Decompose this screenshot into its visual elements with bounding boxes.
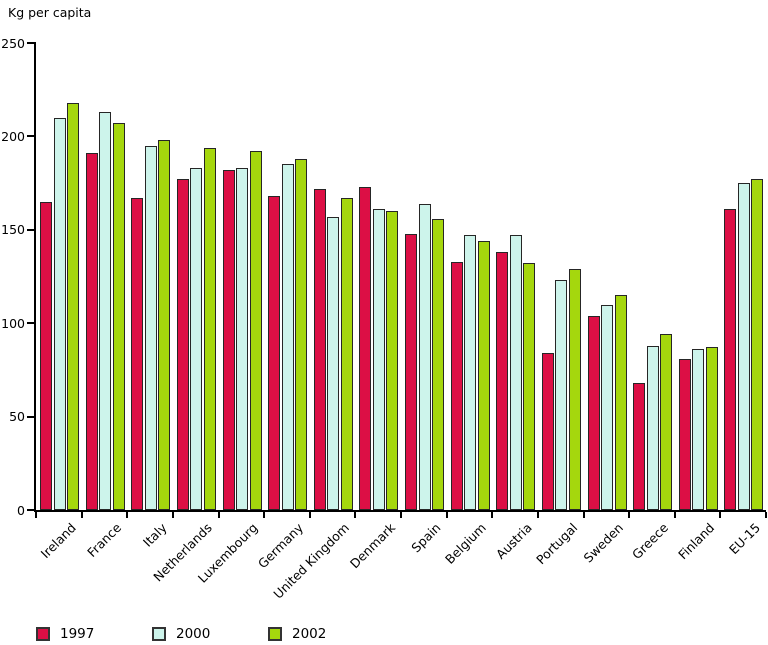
bar-1997 [541, 353, 554, 510]
bar-2000 [555, 280, 568, 510]
bar-2002 [432, 218, 444, 510]
bar-1997 [222, 170, 235, 510]
bar-2000 [327, 216, 340, 510]
legend-item-2000: 2000 [152, 626, 268, 642]
y-tick [27, 322, 34, 325]
bar-2000 [418, 203, 431, 510]
bar-2002 [751, 179, 764, 510]
x-tick [35, 512, 37, 518]
x-axis [34, 510, 766, 512]
bar-2002 [203, 147, 216, 510]
y-axis-title: Kg per capita [8, 5, 92, 20]
x-tick [354, 512, 357, 518]
bar-2002 [660, 334, 673, 510]
bar-1997 [678, 358, 691, 510]
y-tick-label: 50 [9, 409, 25, 425]
bar-2000 [646, 345, 659, 510]
y-tick-label: 200 [1, 128, 25, 144]
bar-1997 [176, 179, 189, 510]
bar-1997 [724, 209, 737, 510]
bar-2000 [281, 164, 294, 510]
bar-2002 [295, 158, 308, 510]
bar-2000 [509, 235, 522, 510]
y-tick-label: 0 [17, 502, 25, 518]
y-axis [34, 42, 36, 512]
legend-item-2002: 2002 [268, 626, 384, 642]
legend-swatch-2002 [268, 627, 282, 641]
bar-2002 [568, 269, 581, 510]
x-tick [263, 512, 266, 518]
bar-1997 [359, 186, 372, 510]
bar-1997 [313, 188, 326, 510]
bar-2002 [158, 140, 171, 510]
x-tick [582, 512, 585, 518]
bar-2002 [477, 241, 490, 510]
x-tick [217, 512, 220, 518]
bar-2002 [523, 263, 536, 510]
y-tick [27, 509, 34, 511]
bar-2000 [692, 349, 705, 510]
bar-2000 [464, 235, 477, 510]
y-tick [27, 415, 34, 418]
x-tick [171, 512, 174, 518]
bar-2000 [601, 304, 613, 510]
x-tick [673, 512, 676, 518]
bar-2000 [53, 117, 66, 510]
y-tick-label: 150 [1, 222, 25, 238]
bar-2002 [614, 295, 627, 510]
legend-swatch-2000 [152, 627, 166, 641]
x-tick [445, 512, 448, 518]
x-axis-label: EU-15 [532, 520, 763, 557]
legend: 1997 2000 2002 [36, 626, 384, 642]
bar-2002 [705, 347, 718, 510]
bar-1997 [587, 315, 600, 510]
x-tick [628, 512, 631, 518]
x-tick [765, 512, 767, 518]
bar-1997 [633, 382, 646, 510]
bar-1997 [85, 153, 98, 510]
x-tick [126, 512, 129, 518]
legend-swatch-1997 [36, 627, 50, 641]
bar-1997 [40, 201, 52, 510]
x-tick [400, 512, 402, 518]
bar-1997 [450, 261, 463, 510]
y-tick-label: 250 [1, 35, 25, 51]
bar-1997 [268, 196, 281, 510]
bar-2002 [67, 102, 79, 510]
bar-2000 [372, 209, 385, 510]
y-tick [27, 228, 34, 231]
bar-2002 [386, 211, 399, 510]
bar-2000 [99, 112, 112, 510]
x-tick [536, 512, 539, 518]
x-tick [719, 512, 722, 518]
bar-2002 [112, 123, 125, 510]
x-tick [491, 512, 494, 518]
bar-2000 [737, 183, 750, 510]
bar-1997 [131, 198, 144, 510]
bar-2000 [190, 168, 203, 510]
legend-label-2000: 2000 [176, 626, 211, 642]
x-tick [80, 512, 83, 518]
x-tick [308, 512, 311, 518]
bar-2000 [144, 145, 157, 510]
bar-2000 [236, 168, 248, 510]
bar-1997 [496, 252, 509, 510]
legend-item-1997: 1997 [36, 626, 152, 642]
legend-label-1997: 1997 [60, 626, 95, 642]
y-tick [27, 42, 34, 44]
x-axis-label-text: EU-15 [725, 520, 763, 558]
legend-label-2002: 2002 [292, 626, 327, 642]
bar-1997 [405, 233, 417, 510]
y-tick-label: 100 [1, 315, 25, 331]
bar-2002 [249, 151, 262, 510]
bar-2002 [340, 198, 353, 510]
y-tick [27, 135, 34, 138]
